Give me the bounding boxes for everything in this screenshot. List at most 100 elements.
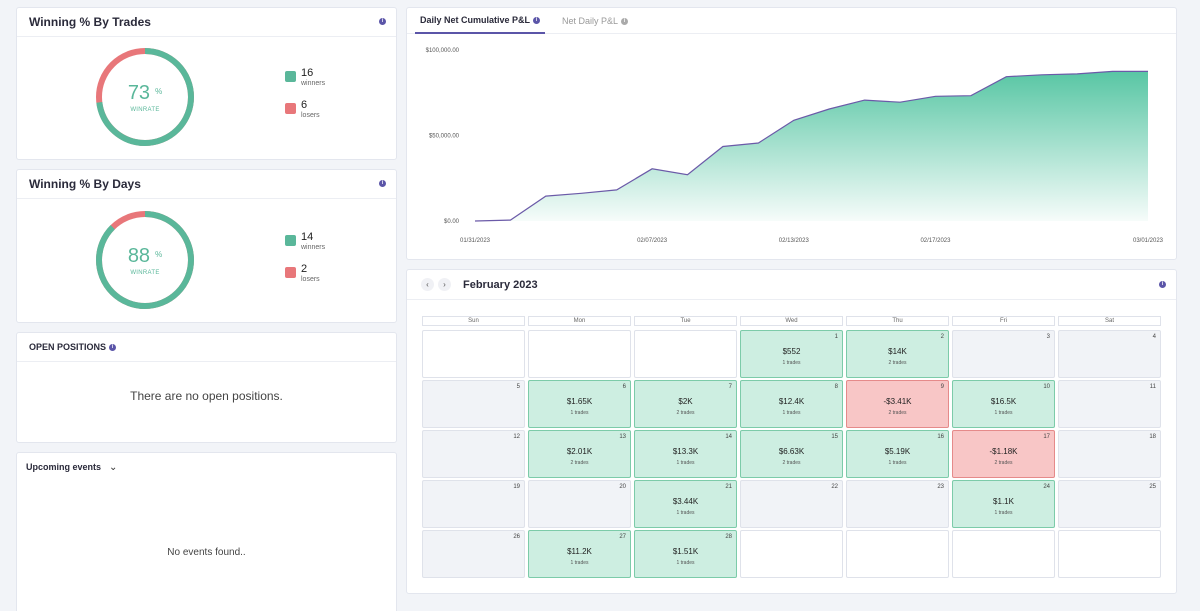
weekday-header: Fri xyxy=(952,316,1055,326)
calendar-day-cell[interactable]: 24 $1.1K 1 trades xyxy=(952,480,1055,528)
winners-count: 14 xyxy=(301,231,314,243)
card-header: Winning % By Days i xyxy=(17,170,396,199)
calendar-day-cell[interactable]: 19 xyxy=(422,480,525,528)
calendar-day-cell[interactable]: 25 xyxy=(1058,480,1161,528)
calendar-day-cell[interactable]: 10 $16.5K 1 trades xyxy=(952,380,1055,428)
calendar-cell-blank xyxy=(740,530,843,578)
tab-cumulative-pnl[interactable]: Daily Net Cumulative P&L i xyxy=(415,8,546,34)
day-pnl: $5.19K xyxy=(884,447,911,456)
tab-net-daily-pnl[interactable]: Net Daily P&L i xyxy=(557,8,633,34)
calendar-day-cell[interactable]: 15 $6.63K 2 trades xyxy=(740,430,843,478)
y-tick-label: $50,000.00 xyxy=(429,134,460,140)
winrate-donut: 73% WINRATE xyxy=(94,46,196,148)
calendar-day-cell[interactable]: 12 xyxy=(422,430,525,478)
pnl-line xyxy=(474,70,1148,222)
calendar-day-cell[interactable]: 13 $2.01K 2 trades xyxy=(528,430,631,478)
winners-label: winners xyxy=(301,244,326,251)
day-number: 18 xyxy=(1149,434,1156,440)
day-number: 11 xyxy=(1149,384,1156,390)
calendar-day-cell[interactable]: 20 xyxy=(528,480,631,528)
calendar-day-cell[interactable]: 5 xyxy=(422,380,525,428)
day-number: 6 xyxy=(622,384,626,390)
day-number: 8 xyxy=(834,384,838,390)
legend-winners: 14 winners xyxy=(285,232,325,264)
day-pnl: $13.3K xyxy=(672,447,699,456)
day-number: 14 xyxy=(725,434,732,440)
winners-swatch xyxy=(285,71,296,82)
day-trades: 1 trades xyxy=(782,410,801,416)
info-icon[interactable]: i xyxy=(109,343,117,351)
calendar-day-cell[interactable]: 18 xyxy=(1058,430,1161,478)
events-title: Upcoming events xyxy=(26,462,102,472)
day-number: 15 xyxy=(831,434,838,440)
calendar-cell-blank xyxy=(634,330,737,378)
calendar-day-cell[interactable]: 1 $552 1 trades xyxy=(740,330,843,378)
day-number: 9 xyxy=(940,384,944,390)
info-icon: i xyxy=(621,17,629,25)
winners-label: winners xyxy=(301,80,326,87)
open-positions-card: OPEN POSITIONS i There are no open posit… xyxy=(16,332,397,443)
day-trades: 2 trades xyxy=(676,410,695,416)
calendar-day-cell[interactable]: 11 xyxy=(1058,380,1161,428)
day-number: 22 xyxy=(831,484,838,490)
day-trades: 1 trades xyxy=(676,560,695,566)
day-number: 25 xyxy=(1149,484,1156,490)
events-header[interactable]: Upcoming events ⌄ xyxy=(17,453,396,481)
day-number: 1 xyxy=(834,334,838,340)
calendar-day-cell[interactable]: 27 $11.2K 1 trades xyxy=(528,530,631,578)
calendar-day-cell[interactable]: 23 xyxy=(846,480,949,528)
calendar-day-cell[interactable]: 26 xyxy=(422,530,525,578)
calendar-day-cell[interactable]: 16 $5.19K 1 trades xyxy=(846,430,949,478)
card-title: OPEN POSITIONS xyxy=(29,342,107,352)
day-number: 16 xyxy=(937,434,944,440)
winning-by-days-card: Winning % By Days i 88% WINRATE 14 winner… xyxy=(16,169,397,323)
chevron-down-icon[interactable]: ⌄ xyxy=(109,461,118,473)
calendar-cell-blank xyxy=(952,530,1055,578)
x-tick-label: 03/01/2023 xyxy=(1133,238,1164,244)
winrate-value: 88% xyxy=(127,244,163,267)
day-trades: 1 trades xyxy=(994,410,1013,416)
info-icon[interactable]: i xyxy=(1159,281,1166,288)
calendar-cell-blank xyxy=(528,330,631,378)
calendar-day-cell[interactable]: 6 $1.65K 1 trades xyxy=(528,380,631,428)
calendar-day-cell[interactable]: 4 xyxy=(1058,330,1161,378)
day-pnl: $11.2K xyxy=(567,547,592,556)
day-trades: 2 trades xyxy=(888,360,907,366)
day-pnl: -$1.18K xyxy=(989,447,1018,456)
pnl-area xyxy=(475,71,1148,222)
day-trades: 2 trades xyxy=(570,460,589,466)
weekday-header: Mon xyxy=(528,316,631,326)
info-icon[interactable]: i xyxy=(533,16,541,24)
winning-by-trades-card: Winning % By Trades i 73% WINRATE 16 winn… xyxy=(16,7,397,160)
day-pnl: $2.01K xyxy=(566,447,593,456)
calendar-day-cell[interactable]: 14 $13.3K 1 trades xyxy=(634,430,737,478)
prev-month-button[interactable]: ‹ xyxy=(421,278,434,291)
winners-swatch xyxy=(285,235,296,246)
calendar-day-cell[interactable]: 2 $14K 2 trades xyxy=(846,330,949,378)
next-month-button[interactable]: › xyxy=(438,278,451,291)
calendar-day-cell[interactable]: 22 xyxy=(740,480,843,528)
day-trades: 1 trades xyxy=(570,560,589,566)
calendar-day-cell[interactable]: 3 xyxy=(952,330,1055,378)
day-trades: 1 trades xyxy=(782,360,801,366)
day-trades: 2 trades xyxy=(888,410,907,416)
weekday-header: Sat xyxy=(1058,316,1161,326)
info-icon[interactable]: i xyxy=(379,18,386,25)
weekday-header: Wed xyxy=(740,316,843,326)
day-pnl: $6.63K xyxy=(778,447,805,456)
info-icon[interactable]: i xyxy=(379,180,386,187)
calendar-day-cell[interactable]: 9 -$3.41K 2 trades xyxy=(846,380,949,428)
calendar-day-cell[interactable]: 8 $12.4K 1 trades xyxy=(740,380,843,428)
legend-losers: 6 losers xyxy=(285,100,325,132)
calendar-day-cell[interactable]: 17 -$1.18K 2 trades xyxy=(952,430,1055,478)
pnl-area-chart: $100,000.00 $50,000.00 $0.00 01/31/2023 02/… xyxy=(426,48,1164,244)
calendar-day-cell[interactable]: 28 $1.51K 1 trades xyxy=(634,530,737,578)
day-number: 13 xyxy=(619,434,626,440)
calendar-day-cell[interactable]: 7 $2K 2 trades xyxy=(634,380,737,428)
day-trades: 1 trades xyxy=(676,460,695,466)
card-title: Winning % By Trades xyxy=(29,15,151,29)
calendar-day-cell[interactable]: 21 $3.44K 1 trades xyxy=(634,480,737,528)
legend: 16 winners 6 losers xyxy=(285,68,325,132)
losers-count: 6 xyxy=(301,99,308,111)
calendar-header: ‹ › February 2023 i xyxy=(407,270,1176,300)
